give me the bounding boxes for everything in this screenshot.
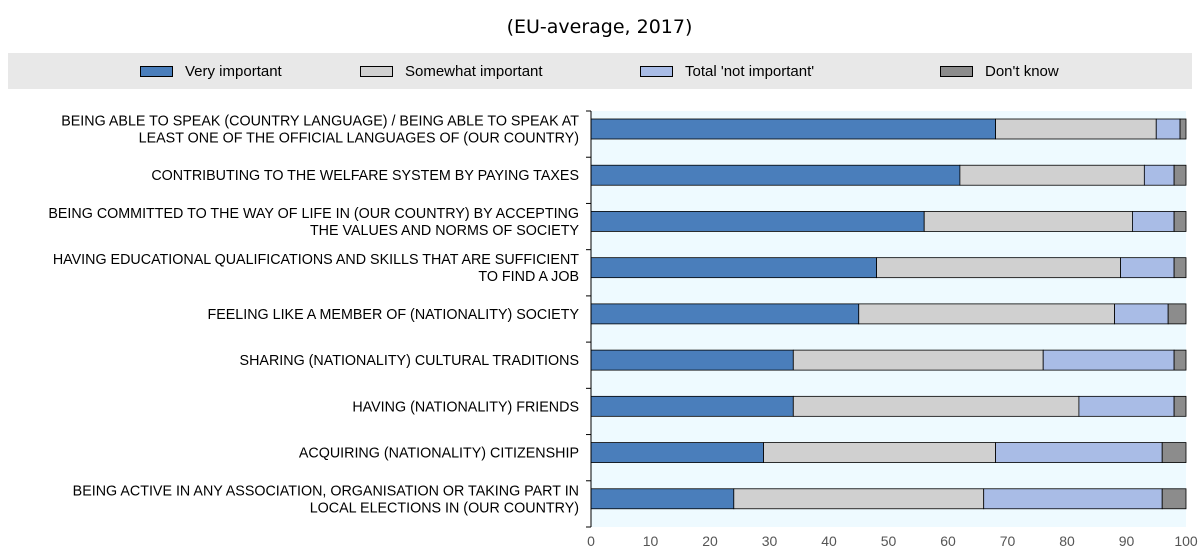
bar-segment-3-series-1 bbox=[590, 211, 925, 232]
legend-label-very-important: Very important bbox=[185, 62, 282, 80]
legend-swatch-somewhat-important bbox=[360, 65, 393, 77]
bar-segment-6-series-4 bbox=[1173, 349, 1187, 371]
legend-label-not-important: Total 'not important' bbox=[685, 62, 815, 80]
x-tick-label-40: 40 bbox=[821, 533, 837, 547]
bar-segment-3-series-3 bbox=[1132, 211, 1175, 232]
bar-segment-7-series-1 bbox=[590, 395, 794, 417]
legend-label-dont-know: Don't know bbox=[985, 62, 1059, 80]
bar-segment-9-series-3 bbox=[983, 488, 1163, 510]
bar-segment-6-series-3 bbox=[1042, 349, 1175, 371]
bar-segment-4-series-2 bbox=[876, 257, 1121, 279]
legend-item-very-important: Very important bbox=[140, 62, 282, 80]
x-tick-label-100: 100 bbox=[1174, 533, 1198, 547]
bar-segment-8-series-3 bbox=[995, 442, 1163, 463]
category-label-3: BEING COMMITTED TO THE WAY OF LIFE IN (O… bbox=[48, 206, 579, 239]
x-tick-label-20: 20 bbox=[702, 533, 718, 547]
bar-segment-8-series-1 bbox=[590, 442, 764, 463]
bar-segment-4-series-4 bbox=[1173, 257, 1187, 279]
x-tick-label-70: 70 bbox=[1000, 533, 1016, 547]
bar-segment-1-series-4 bbox=[1179, 118, 1187, 140]
bar-segment-5-series-2 bbox=[858, 303, 1116, 325]
legend-item-dont-know: Don't know bbox=[940, 62, 1059, 80]
category-label-7: HAVING (NATIONALITY) FRIENDS bbox=[352, 399, 579, 415]
bar-segment-2-series-4 bbox=[1173, 164, 1187, 186]
bar-segment-4-series-3 bbox=[1120, 257, 1175, 279]
bar-segment-1-series-2 bbox=[995, 118, 1157, 140]
x-tick-label-80: 80 bbox=[1059, 533, 1075, 547]
legend-swatch-very-important bbox=[140, 65, 173, 77]
category-label-5: FEELING LIKE A MEMBER OF (NATIONALITY) S… bbox=[207, 307, 579, 323]
x-tick-label-10: 10 bbox=[643, 533, 659, 547]
category-label-6: SHARING (NATIONALITY) CULTURAL TRADITION… bbox=[240, 353, 579, 369]
x-tick-label-50: 50 bbox=[881, 533, 897, 547]
bar-segment-7-series-3 bbox=[1078, 395, 1175, 417]
bar-segment-9-series-2 bbox=[733, 488, 985, 510]
legend-label-somewhat-important: Somewhat important bbox=[405, 62, 543, 80]
x-tick-label-0: 0 bbox=[587, 533, 595, 547]
bar-segment-4-series-1 bbox=[590, 257, 878, 279]
bar-segment-8-series-4 bbox=[1161, 442, 1187, 463]
bar-segment-7-series-4 bbox=[1173, 395, 1187, 417]
category-label-8: ACQUIRING (NATIONALITY) CITIZENSHIP bbox=[299, 446, 579, 462]
x-tick-label-60: 60 bbox=[940, 533, 956, 547]
x-tick-label-30: 30 bbox=[762, 533, 778, 547]
bar-segment-3-series-2 bbox=[923, 211, 1133, 232]
chart-title: (EU-average, 2017) bbox=[506, 16, 693, 38]
bar-segment-7-series-2 bbox=[792, 395, 1080, 417]
category-label-1: BEING ABLE TO SPEAK (COUNTRY LANGUAGE) /… bbox=[61, 114, 579, 147]
bar-segment-5-series-3 bbox=[1114, 303, 1169, 325]
bar-segment-6-series-1 bbox=[590, 349, 794, 371]
bar-segment-9-series-1 bbox=[590, 488, 735, 510]
legend-item-somewhat-important: Somewhat important bbox=[360, 62, 543, 80]
category-label-9: BEING ACTIVE IN ANY ASSOCIATION, ORGANIS… bbox=[73, 483, 579, 516]
bar-segment-2-series-1 bbox=[590, 164, 961, 186]
bar-segment-2-series-2 bbox=[959, 164, 1145, 186]
bar-segment-9-series-4 bbox=[1161, 488, 1187, 510]
legend-swatch-dont-know bbox=[940, 65, 973, 77]
x-tick-label-90: 90 bbox=[1119, 533, 1135, 547]
bar-segment-5-series-4 bbox=[1167, 303, 1187, 325]
bar-segment-8-series-2 bbox=[763, 442, 996, 463]
chart-legend: Very important Somewhat important Total … bbox=[8, 53, 1192, 89]
bar-segment-3-series-4 bbox=[1173, 211, 1187, 232]
bar-segment-2-series-3 bbox=[1143, 164, 1175, 186]
bar-segment-1-series-3 bbox=[1155, 118, 1181, 140]
category-label-4: HAVING EDUCATIONAL QUALIFICATIONS AND SK… bbox=[53, 252, 579, 285]
bar-segment-1-series-1 bbox=[590, 118, 997, 140]
legend-swatch-not-important bbox=[640, 65, 673, 77]
legend-item-not-important: Total 'not important' bbox=[640, 62, 814, 80]
bar-segment-5-series-1 bbox=[590, 303, 860, 325]
category-label-2: CONTRIBUTING TO THE WELFARE SYSTEM BY PA… bbox=[151, 168, 579, 184]
bar-segment-6-series-2 bbox=[792, 349, 1044, 371]
